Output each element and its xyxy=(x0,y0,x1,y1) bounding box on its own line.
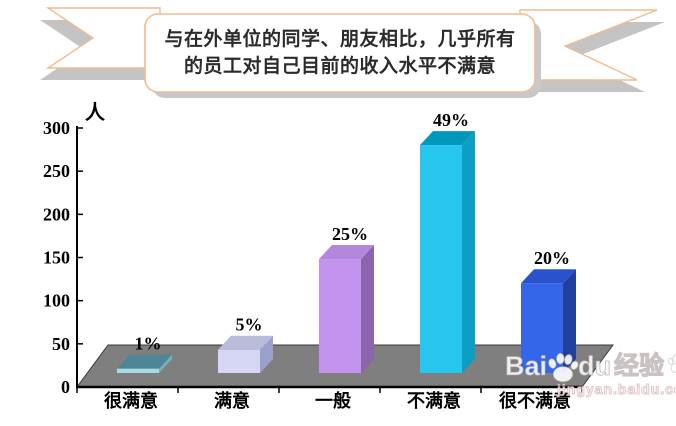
y-tick-label: 100 xyxy=(43,291,70,311)
bar-value-label-very-satisfied: 1% xyxy=(135,334,162,354)
bar-top-very-dissatisfied xyxy=(521,269,576,284)
x-axis-label-dissatisfied: 不满意 xyxy=(407,390,461,411)
x-axis-label-very-satisfied: 很满意 xyxy=(104,390,158,411)
y-tick-label: 200 xyxy=(43,204,70,224)
bar-very-dissatisfied xyxy=(521,283,563,373)
y-tick-label: 250 xyxy=(43,161,70,181)
y-axis-unit-label: 人 xyxy=(85,101,106,124)
bar-side-very-dissatisfied xyxy=(563,269,576,373)
bar-side-satisfied xyxy=(260,335,273,373)
y-tick-label: 50 xyxy=(52,334,70,354)
bar-value-label-satisfied: 5% xyxy=(236,315,263,335)
banner-title-line1: 与在外单位的同学、朋友相比，几乎所有 xyxy=(164,29,516,50)
y-tick-label: 300 xyxy=(43,118,70,138)
y-tick-label: 150 xyxy=(43,248,70,268)
bar-side-very-satisfied xyxy=(159,354,172,373)
bar-value-label-neutral: 25% xyxy=(332,224,368,244)
banner-title-line2: 的员工对自己目前的收入水平不满意 xyxy=(183,56,496,77)
title-banner: 与在外单位的同学、朋友相比，几乎所有 的员工对自己目前的收入水平不满意 xyxy=(0,0,676,105)
y-tick-label: 0 xyxy=(61,377,70,397)
bar-dissatisfied xyxy=(420,145,462,373)
bar-value-label-very-dissatisfied: 20% xyxy=(534,248,570,268)
bar-neutral xyxy=(319,259,361,373)
bar-top-dissatisfied xyxy=(420,131,475,146)
bar-top-very-satisfied xyxy=(117,354,172,369)
banner-box xyxy=(144,13,536,93)
bar-value-label-dissatisfied: 49% xyxy=(433,110,469,130)
bar-very-satisfied xyxy=(117,368,159,373)
bar-top-neutral xyxy=(319,245,374,260)
x-axis-label-satisfied: 满意 xyxy=(214,390,250,411)
ribbon-left xyxy=(45,7,161,69)
bar-top-satisfied xyxy=(218,335,273,350)
x-axis-label-very-dissatisfied: 很不满意 xyxy=(499,390,571,411)
ribbon-graphic xyxy=(40,7,665,98)
banner-text: 与在外单位的同学、朋友相比，几乎所有 的员工对自己目前的收入水平不满意 xyxy=(145,14,535,92)
bar-side-dissatisfied xyxy=(462,131,475,373)
bar-side-neutral xyxy=(361,245,374,373)
bar-satisfied xyxy=(218,349,260,373)
x-axis-label-neutral: 一般 xyxy=(315,390,351,411)
